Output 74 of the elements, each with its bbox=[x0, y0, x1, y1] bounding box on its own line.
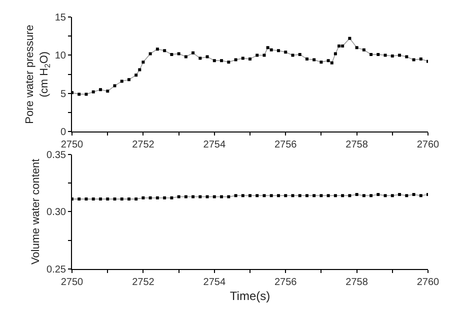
x-tick-label: 2754 bbox=[203, 277, 226, 288]
point bbox=[78, 92, 81, 96]
point bbox=[355, 46, 358, 50]
point bbox=[256, 54, 259, 57]
point bbox=[412, 58, 416, 62]
point bbox=[84, 92, 88, 96]
point bbox=[398, 54, 402, 57]
point bbox=[106, 90, 110, 93]
point bbox=[241, 56, 244, 60]
point bbox=[156, 48, 159, 51]
point bbox=[98, 88, 102, 92]
point bbox=[320, 60, 323, 64]
x-tick-label: 2758 bbox=[346, 140, 368, 151]
point bbox=[326, 59, 330, 62]
point bbox=[384, 54, 387, 57]
point bbox=[405, 55, 408, 58]
y-tick-label: 0 bbox=[60, 127, 66, 138]
x-tick-label: 2760 bbox=[416, 277, 440, 288]
point bbox=[370, 52, 373, 56]
point bbox=[266, 46, 270, 50]
point bbox=[120, 80, 124, 83]
point bbox=[362, 48, 366, 52]
x-tick-label: 2756 bbox=[274, 277, 298, 288]
point bbox=[376, 52, 380, 56]
point bbox=[284, 50, 288, 54]
point bbox=[330, 61, 334, 64]
point bbox=[291, 54, 294, 57]
point bbox=[334, 52, 337, 56]
point bbox=[92, 90, 95, 94]
y-tick-label: 0.35 bbox=[46, 150, 66, 161]
y-tick-label: 10 bbox=[54, 50, 66, 62]
point bbox=[212, 59, 216, 62]
point bbox=[127, 78, 130, 82]
x-axis-title: Time(s) bbox=[230, 288, 270, 303]
point bbox=[142, 60, 145, 64]
point bbox=[134, 74, 138, 77]
x-tick-label: 2752 bbox=[132, 140, 155, 151]
point bbox=[163, 49, 166, 52]
point bbox=[148, 52, 152, 56]
y-tick-label: 15 bbox=[54, 12, 66, 24]
point bbox=[206, 55, 209, 58]
point bbox=[113, 84, 116, 88]
point bbox=[192, 51, 195, 54]
point bbox=[138, 68, 142, 72]
point bbox=[227, 60, 230, 64]
point bbox=[198, 56, 202, 60]
point bbox=[390, 54, 394, 58]
point bbox=[170, 52, 174, 56]
point bbox=[262, 54, 266, 57]
x-tick-label: 2752 bbox=[132, 277, 155, 288]
point bbox=[312, 58, 316, 62]
y-tick-label: 0.30 bbox=[46, 207, 66, 218]
y-axis-title: Volume water content bbox=[30, 158, 42, 265]
x-tick-label: 2758 bbox=[346, 277, 368, 288]
point bbox=[184, 55, 188, 58]
point bbox=[338, 44, 340, 48]
point bbox=[177, 52, 180, 56]
point bbox=[276, 49, 280, 52]
y-tick-label: 5 bbox=[60, 88, 66, 100]
point bbox=[234, 58, 238, 62]
point bbox=[305, 58, 308, 61]
x-tick-label: 2756 bbox=[274, 140, 298, 151]
point bbox=[248, 58, 252, 61]
point bbox=[270, 48, 273, 52]
x-tick-label: 2760 bbox=[416, 140, 440, 151]
x-tick-label: 2750 bbox=[60, 140, 84, 151]
point bbox=[348, 36, 352, 40]
y-tick-label: 0.25 bbox=[46, 264, 66, 276]
point bbox=[298, 52, 302, 56]
x-tick-label: 2750 bbox=[60, 277, 84, 288]
point bbox=[419, 58, 422, 61]
x-tick-label: 2754 bbox=[203, 140, 226, 151]
point bbox=[341, 44, 344, 48]
point bbox=[220, 59, 224, 62]
